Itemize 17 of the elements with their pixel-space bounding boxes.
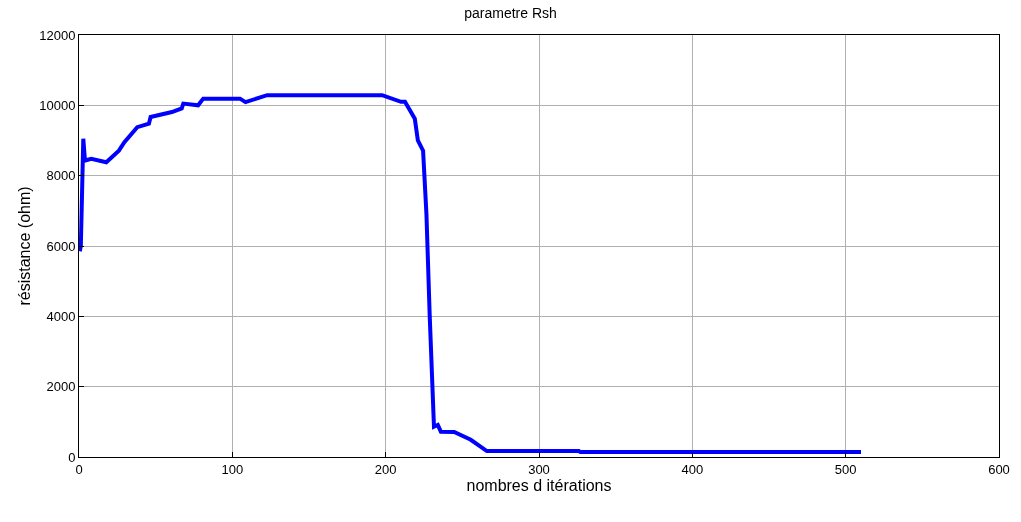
y-tick-label: 2000 — [46, 379, 76, 395]
x-tick-label: 500 — [834, 461, 857, 477]
y-tick-label: 12000 — [39, 27, 76, 43]
x-axis-title: nombres d itérations — [466, 477, 612, 495]
line-series — [79, 93, 863, 455]
y-tick-label: 10000 — [39, 97, 76, 113]
x-tick-label: 200 — [374, 461, 397, 477]
chart-title: parametre Rsh — [464, 4, 557, 21]
x-tick-label: 400 — [681, 461, 704, 477]
y-tick-label: 0 — [68, 449, 76, 465]
y-tick-label: 6000 — [46, 238, 76, 254]
x-tick-label: 600 — [988, 461, 1010, 477]
x-tick-label: 300 — [528, 461, 550, 477]
y-tick-label: 4000 — [46, 308, 76, 324]
x-tick-label: 100 — [221, 461, 244, 477]
y-axis-title: résistance (ohm) — [16, 186, 34, 306]
y-tick-label: 8000 — [46, 168, 76, 184]
